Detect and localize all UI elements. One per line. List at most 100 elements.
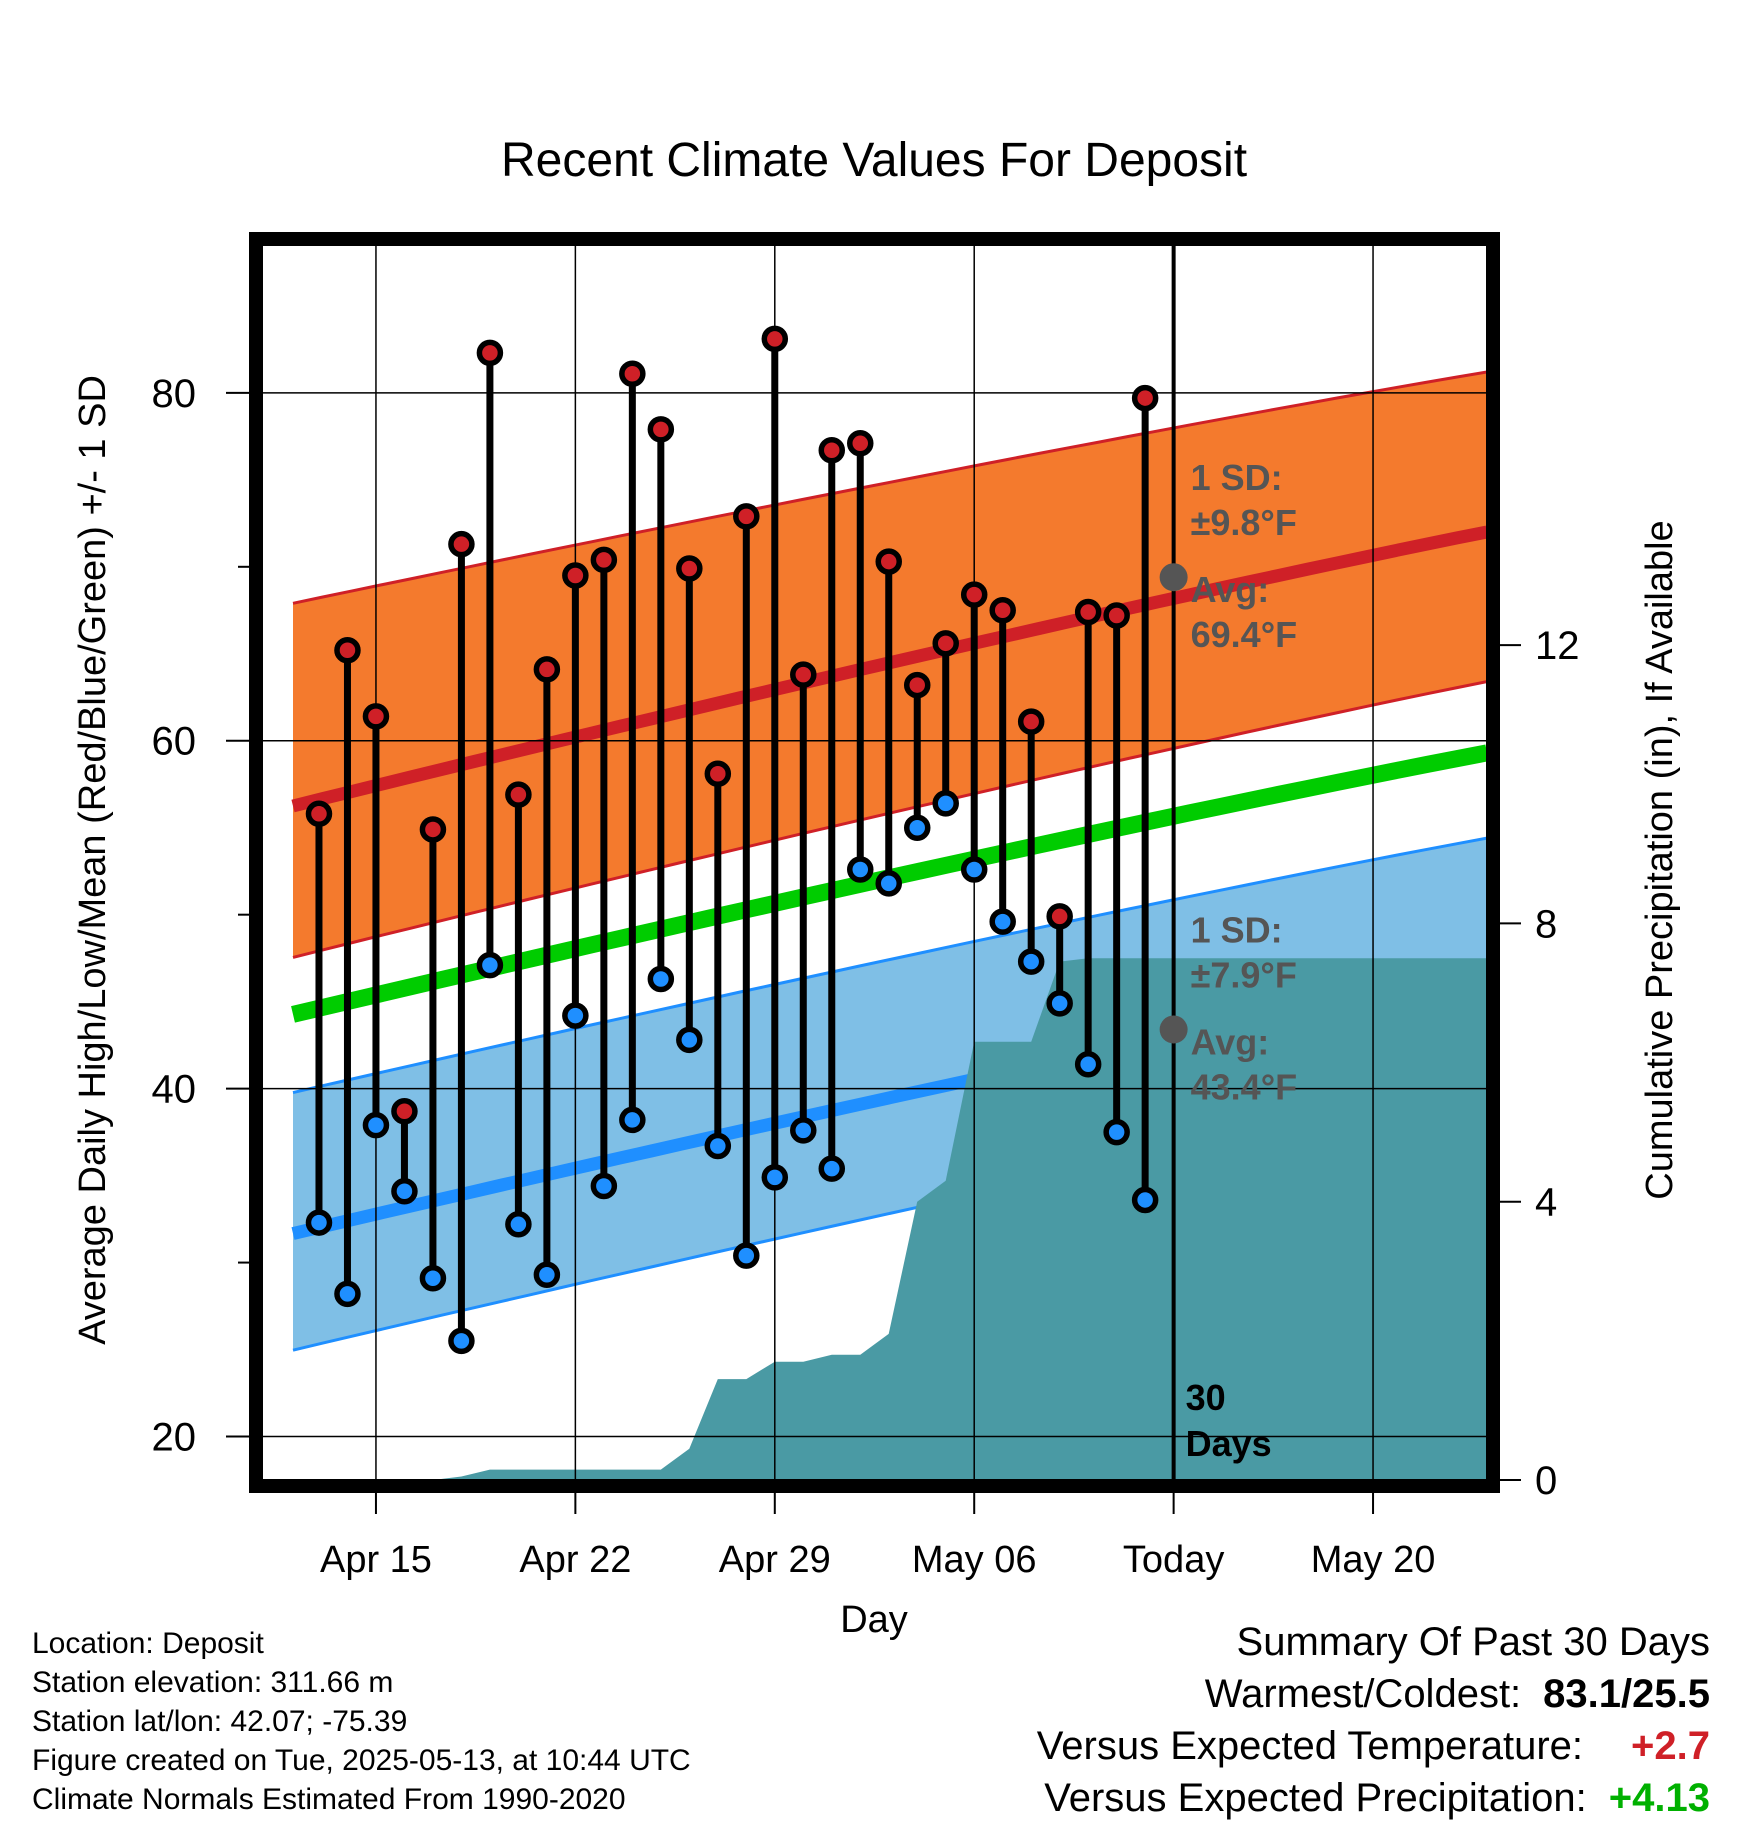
y2-axis-label: Cumulative Precipitation (in), If Availa… [1639, 520, 1681, 1199]
high-avg-value: 69.4°F [1191, 614, 1297, 655]
daily-low-point [960, 856, 988, 883]
daily-high-point [419, 816, 447, 843]
y-tick-label: 60 [152, 720, 197, 764]
elevation-text: Station elevation: 311.66 m [32, 1666, 394, 1699]
daily-low-point [476, 951, 504, 979]
y-tick-label: 40 [152, 1068, 197, 1112]
daily-high-point [448, 530, 475, 558]
daily-high-point [960, 581, 988, 608]
daily-high-point [533, 656, 561, 683]
daily-low-point [533, 1261, 561, 1288]
x-tick-label: May 06 [912, 1539, 1037, 1581]
daily-low-point [391, 1178, 418, 1205]
daily-high-point [305, 800, 333, 828]
daily-low-point [305, 1209, 333, 1236]
low-sd-label: 1 SD: [1191, 909, 1283, 950]
daily-high-point [619, 360, 646, 387]
y-axis-label: Average Daily High/Low/Mean (Red/Blue/Gr… [72, 375, 114, 1345]
daily-high-point [875, 548, 902, 575]
daily-low-point [590, 1172, 618, 1200]
y-tick-label: 80 [152, 372, 197, 416]
precip-label: Versus Expected Precipitation: [1044, 1776, 1587, 1820]
y2-tick-label: 8 [1535, 902, 1557, 946]
daily-low-point [733, 1242, 760, 1269]
created-text: Figure created on Tue, 2025-05-13, at 10… [32, 1744, 691, 1777]
daily-low-point [761, 1164, 789, 1191]
daily-low-point [334, 1280, 361, 1308]
chart-title: Recent Climate Values For Deposit [501, 134, 1247, 187]
daily-high-point [903, 671, 931, 699]
daily-high-point [391, 1097, 418, 1125]
high-sd-label: 1 SD: [1191, 457, 1283, 498]
daily-high-point [1046, 903, 1073, 930]
x-tick-label: May 20 [1311, 1539, 1436, 1581]
warm-cold-value: 83.1/25.5 [1543, 1672, 1710, 1716]
daily-high-point [818, 437, 846, 464]
summary-warm-cold: Warmest/Coldest: 83.1/25.5 [1205, 1672, 1710, 1717]
daily-low-point [362, 1111, 390, 1139]
daily-low-point [1131, 1186, 1159, 1214]
high-sd-value: ±9.8°F [1191, 502, 1297, 543]
daily-low-point [419, 1264, 447, 1292]
daily-low-point [647, 965, 675, 993]
low-avg-label: Avg: [1191, 1021, 1270, 1062]
daily-low-point [1103, 1118, 1130, 1146]
daily-high-point [1103, 602, 1130, 629]
y-tick-label: 20 [152, 1416, 197, 1460]
daily-low-point [704, 1132, 732, 1160]
high-avg-label: Avg: [1191, 569, 1270, 610]
daily-low-point [1046, 990, 1073, 1017]
latlon-text: Station lat/lon: 42.07; -75.39 [32, 1705, 408, 1738]
daily-high-point [790, 661, 817, 688]
daily-low-point [505, 1211, 532, 1238]
x-tick-label: Apr 29 [719, 1539, 831, 1581]
low-sd-value: ±7.9°F [1191, 954, 1297, 995]
daily-high-point [761, 325, 789, 353]
y2-tick-label: 12 [1535, 624, 1580, 668]
daily-low-point [818, 1155, 846, 1182]
summary-temp: Versus Expected Temperature: +2.7 [1037, 1724, 1710, 1769]
temp-label: Versus Expected Temperature: [1036, 1724, 1584, 1768]
daily-high-point [1017, 708, 1045, 735]
low-normal-band-upper [292, 836, 1487, 1095]
daily-high-point [334, 637, 361, 664]
temp-value: +2.7 [1631, 1724, 1710, 1768]
daily-high-point [704, 760, 732, 788]
high-avg-marker [1159, 563, 1188, 592]
daily-high-point [647, 416, 675, 443]
daily-low-point [562, 1002, 589, 1029]
daily-low-point [676, 1026, 703, 1054]
x-axis-label: Day [840, 1599, 908, 1641]
daily-low-point [989, 908, 1016, 935]
warm-cold-label: Warmest/Coldest: [1204, 1672, 1522, 1716]
daily-high-point [1131, 384, 1159, 412]
daily-low-point [903, 814, 931, 841]
location-text: Location: Deposit [32, 1627, 264, 1660]
daily-high-point [590, 546, 618, 574]
daily-high-point [932, 630, 959, 657]
summary-precip: Versus Expected Precipitation: +4.13 [1044, 1776, 1710, 1821]
daily-low-point [1074, 1051, 1102, 1078]
daily-high-point [676, 555, 703, 582]
daily-high-point [562, 562, 589, 589]
plot-frame [249, 232, 1500, 1493]
y2-tick-label: 0 [1535, 1459, 1557, 1503]
daily-high-point [847, 430, 874, 457]
daily-high-point [505, 781, 532, 808]
daily-low-point [790, 1117, 817, 1144]
daily-high-point [1074, 598, 1102, 626]
x-tick-label: Apr 22 [519, 1539, 631, 1581]
y2-tick-label: 4 [1535, 1181, 1557, 1225]
daily-high-point [989, 597, 1016, 624]
x-tick-label: Apr 15 [320, 1539, 432, 1581]
days-label: 30 [1186, 1377, 1226, 1418]
daily-high-point [476, 339, 504, 367]
normals-text: Climate Normals Estimated From 1990-2020 [32, 1783, 626, 1816]
days-label: Days [1186, 1423, 1272, 1464]
daily-low-point [1017, 948, 1045, 975]
daily-low-point [932, 790, 959, 817]
daily-low-point [619, 1106, 646, 1134]
